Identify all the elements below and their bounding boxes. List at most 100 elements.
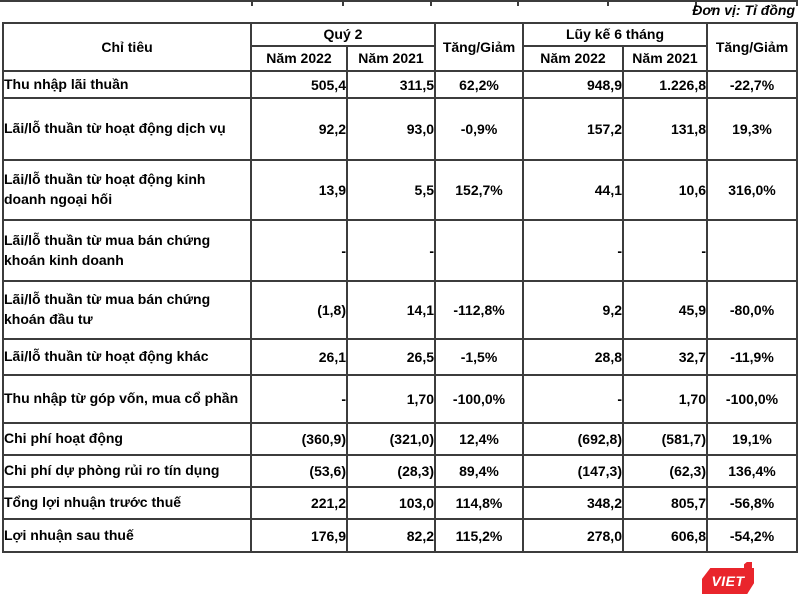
cell-value: 114,8% <box>434 486 524 520</box>
cell-value: 278,0 <box>522 518 624 553</box>
financial-results-table: Chỉ tiêu Quý 2 Tăng/Giảm Lũy kế 6 tháng … <box>2 22 798 553</box>
cell-value: 89,4% <box>434 454 524 488</box>
cropped-column-divider <box>607 0 609 6</box>
row-label: Lãi/lỗ thuần từ mua bán chứng khoán kinh… <box>2 219 252 282</box>
row-label: Chi phí dự phòng rủi ro tín dụng <box>2 454 252 488</box>
header-row-years: Năm 2022 Năm 2021 Năm 2022 Năm 2021 <box>3 45 797 72</box>
row-label: Thu nhập lãi thuần <box>2 70 252 99</box>
cell-value: 5,5 <box>346 159 436 221</box>
table-row: Lãi/lỗ thuần từ mua bán chứng khoán đầu … <box>2 280 798 340</box>
cell-value: - <box>522 219 624 282</box>
row-label: Chi phí hoạt động <box>2 422 252 456</box>
cell-value: - <box>346 219 436 282</box>
table-row: Chi phí dự phòng rủi ro tín dụng (53,6) … <box>2 454 798 488</box>
cell-value: (360,9) <box>250 422 348 456</box>
cell-value: 32,7 <box>622 338 708 376</box>
header-q2-2021: Năm 2021 <box>346 45 436 72</box>
cell-value: 157,2 <box>522 97 624 161</box>
cell-value: 136,4% <box>706 454 798 488</box>
viettimes-logo: VIET <box>702 562 754 594</box>
cell-value: (581,7) <box>622 422 708 456</box>
cell-value: -80,0% <box>706 280 798 340</box>
cell-value: 93,0 <box>346 97 436 161</box>
row-label: Lãi/lỗ thuần từ hoạt động dịch vụ <box>2 97 252 161</box>
cell-value: -112,8% <box>434 280 524 340</box>
cell-value: 805,7 <box>622 486 708 520</box>
cell-value: 12,4% <box>434 422 524 456</box>
cell-value: 26,1 <box>250 338 348 376</box>
cell-value: 311,5 <box>346 70 436 99</box>
cell-value: 606,8 <box>622 518 708 553</box>
cell-value: -100,0% <box>434 374 524 424</box>
cell-value: 221,2 <box>250 486 348 520</box>
header-h1-group: Lũy kế 6 tháng <box>522 22 708 47</box>
cell-value: - <box>250 219 348 282</box>
row-label: Lợi nhuận sau thuế <box>2 518 252 553</box>
row-label: Lãi/lỗ thuần từ hoạt động khác <box>2 338 252 376</box>
table-row: Lợi nhuận sau thuế 176,9 82,2 115,2% 278… <box>2 518 798 553</box>
cell-value: 131,8 <box>622 97 708 161</box>
cell-value: -54,2% <box>706 518 798 553</box>
row-label: Lãi/lỗ thuần từ hoạt động kinh doanh ngo… <box>2 159 252 221</box>
cell-value: - <box>622 219 708 282</box>
cell-value <box>434 219 524 282</box>
cell-value: 82,2 <box>346 518 436 553</box>
header-q2-change: Tăng/Giảm <box>434 22 524 72</box>
logo-badge: VIET <box>702 568 754 594</box>
cell-value: (28,3) <box>346 454 436 488</box>
header-criteria: Chỉ tiêu <box>2 22 252 72</box>
cell-value: 44,1 <box>522 159 624 221</box>
cell-value: 92,2 <box>250 97 348 161</box>
cell-value: 9,2 <box>522 280 624 340</box>
cell-value: 19,1% <box>706 422 798 456</box>
table-row: Thu nhập lãi thuần 505,4 311,5 62,2% 948… <box>2 70 798 99</box>
cell-value: 14,1 <box>346 280 436 340</box>
cell-value: (1,8) <box>250 280 348 340</box>
header-row-groups: Chỉ tiêu Quý 2 Tăng/Giảm Lũy kế 6 tháng … <box>2 22 798 72</box>
cropped-column-divider <box>796 0 798 6</box>
table-row: Thu nhập từ góp vốn, mua cổ phần - 1,70 … <box>2 374 798 424</box>
table-row: Chi phí hoạt động (360,9) (321,0) 12,4% … <box>2 422 798 456</box>
row-label: Lãi/lỗ thuần từ mua bán chứng khoán đầu … <box>2 280 252 340</box>
cropped-column-divider <box>695 0 697 6</box>
cropped-column-divider <box>517 0 519 6</box>
header-h1-2022: Năm 2022 <box>522 45 624 72</box>
row-label: Tổng lợi nhuận trước thuế <box>2 486 252 520</box>
table-row: Lãi/lỗ thuần từ mua bán chứng khoán kinh… <box>2 219 798 282</box>
cell-value: 1,70 <box>622 374 708 424</box>
row-label: Thu nhập từ góp vốn, mua cổ phần <box>2 374 252 424</box>
header-h1-change: Tăng/Giảm <box>706 22 798 72</box>
table-row: Lãi/lỗ thuần từ hoạt động khác 26,1 26,5… <box>2 338 798 376</box>
cell-value: (53,6) <box>250 454 348 488</box>
cropped-column-divider <box>251 0 253 6</box>
cell-value: -22,7% <box>706 70 798 99</box>
cell-value: 316,0% <box>706 159 798 221</box>
cell-value: 1.226,8 <box>622 70 708 99</box>
cell-value: 45,9 <box>622 280 708 340</box>
cell-value: - <box>250 374 348 424</box>
cell-value: 13,9 <box>250 159 348 221</box>
cell-value: 948,9 <box>522 70 624 99</box>
cropped-column-divider <box>342 0 344 6</box>
cell-value: 176,9 <box>250 518 348 553</box>
cell-value: 10,6 <box>622 159 708 221</box>
table-row: Lãi/lỗ thuần từ hoạt động kinh doanh ngo… <box>2 159 798 221</box>
cell-value: (62,3) <box>622 454 708 488</box>
cropped-table-edge <box>0 0 798 2</box>
cell-value: - <box>522 374 624 424</box>
table-row: Tổng lợi nhuận trước thuế 221,2 103,0 11… <box>2 486 798 520</box>
header-q2-2022: Năm 2022 <box>250 45 348 72</box>
cell-value: 28,8 <box>522 338 624 376</box>
cell-value: 152,7% <box>434 159 524 221</box>
cell-value <box>706 219 798 282</box>
cell-value: 103,0 <box>346 486 436 520</box>
unit-note: Đơn vị: Tỉ đồng <box>692 2 795 18</box>
logo-text: VIET <box>711 573 745 589</box>
cell-value: 62,2% <box>434 70 524 99</box>
cell-value: -11,9% <box>706 338 798 376</box>
logo-flag-corner-icon <box>744 562 752 570</box>
header-h1-2021: Năm 2021 <box>622 45 708 72</box>
cell-value: -100,0% <box>706 374 798 424</box>
table-row: Lãi/lỗ thuần từ hoạt động dịch vụ 92,2 9… <box>2 97 798 161</box>
cell-value: 115,2% <box>434 518 524 553</box>
